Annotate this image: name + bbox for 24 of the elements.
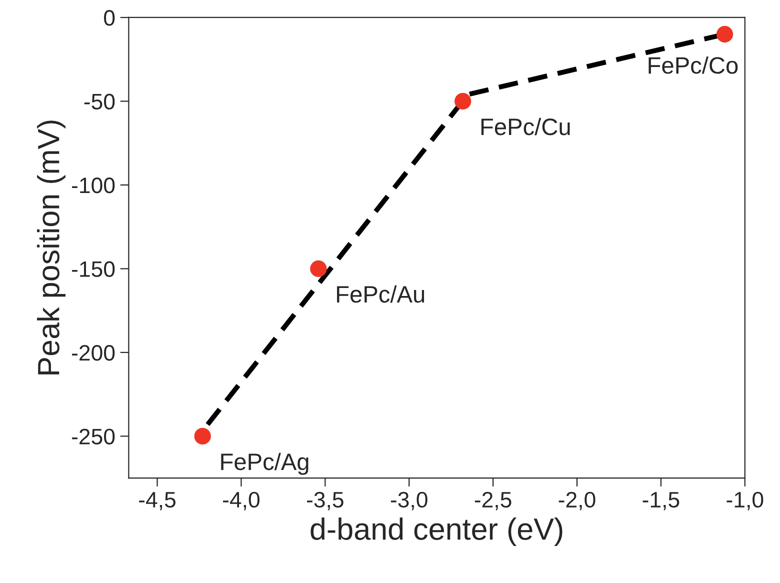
x-tick-label: -2,0: [558, 492, 596, 510]
x-axis-title: d-band center (eV): [310, 518, 562, 546]
point: [310, 260, 327, 278]
point: [454, 92, 472, 110]
x-tick-label: -4,5: [139, 492, 176, 510]
y-tick-label: 0: [104, 10, 115, 26]
x-tick-label: -1,5: [642, 492, 680, 510]
annotation: FePc/Au: [337, 285, 424, 303]
y-tick-label: -50: [84, 94, 115, 110]
y-axis-title: Peak position (mV): [36, 120, 66, 374]
y-tick-label: -250: [72, 428, 115, 444]
annotation: FePc/Ag: [221, 452, 308, 475]
y-tick-label: -100: [72, 178, 115, 194]
annotation: FePc/Cu: [481, 118, 570, 136]
x-tick-label: -4,0: [223, 492, 260, 510]
x-tick-label: -3,0: [390, 492, 428, 510]
x-tick-label: -1,0: [726, 492, 764, 510]
x-tick-label: -2,5: [474, 492, 512, 510]
point: [716, 26, 734, 43]
y-tick-label: -200: [72, 344, 115, 361]
point: [194, 428, 211, 445]
y-tick-label: -150: [72, 261, 115, 277]
x-tick-label: -3,5: [306, 492, 344, 510]
annotation: FePc/Co: [648, 56, 738, 74]
